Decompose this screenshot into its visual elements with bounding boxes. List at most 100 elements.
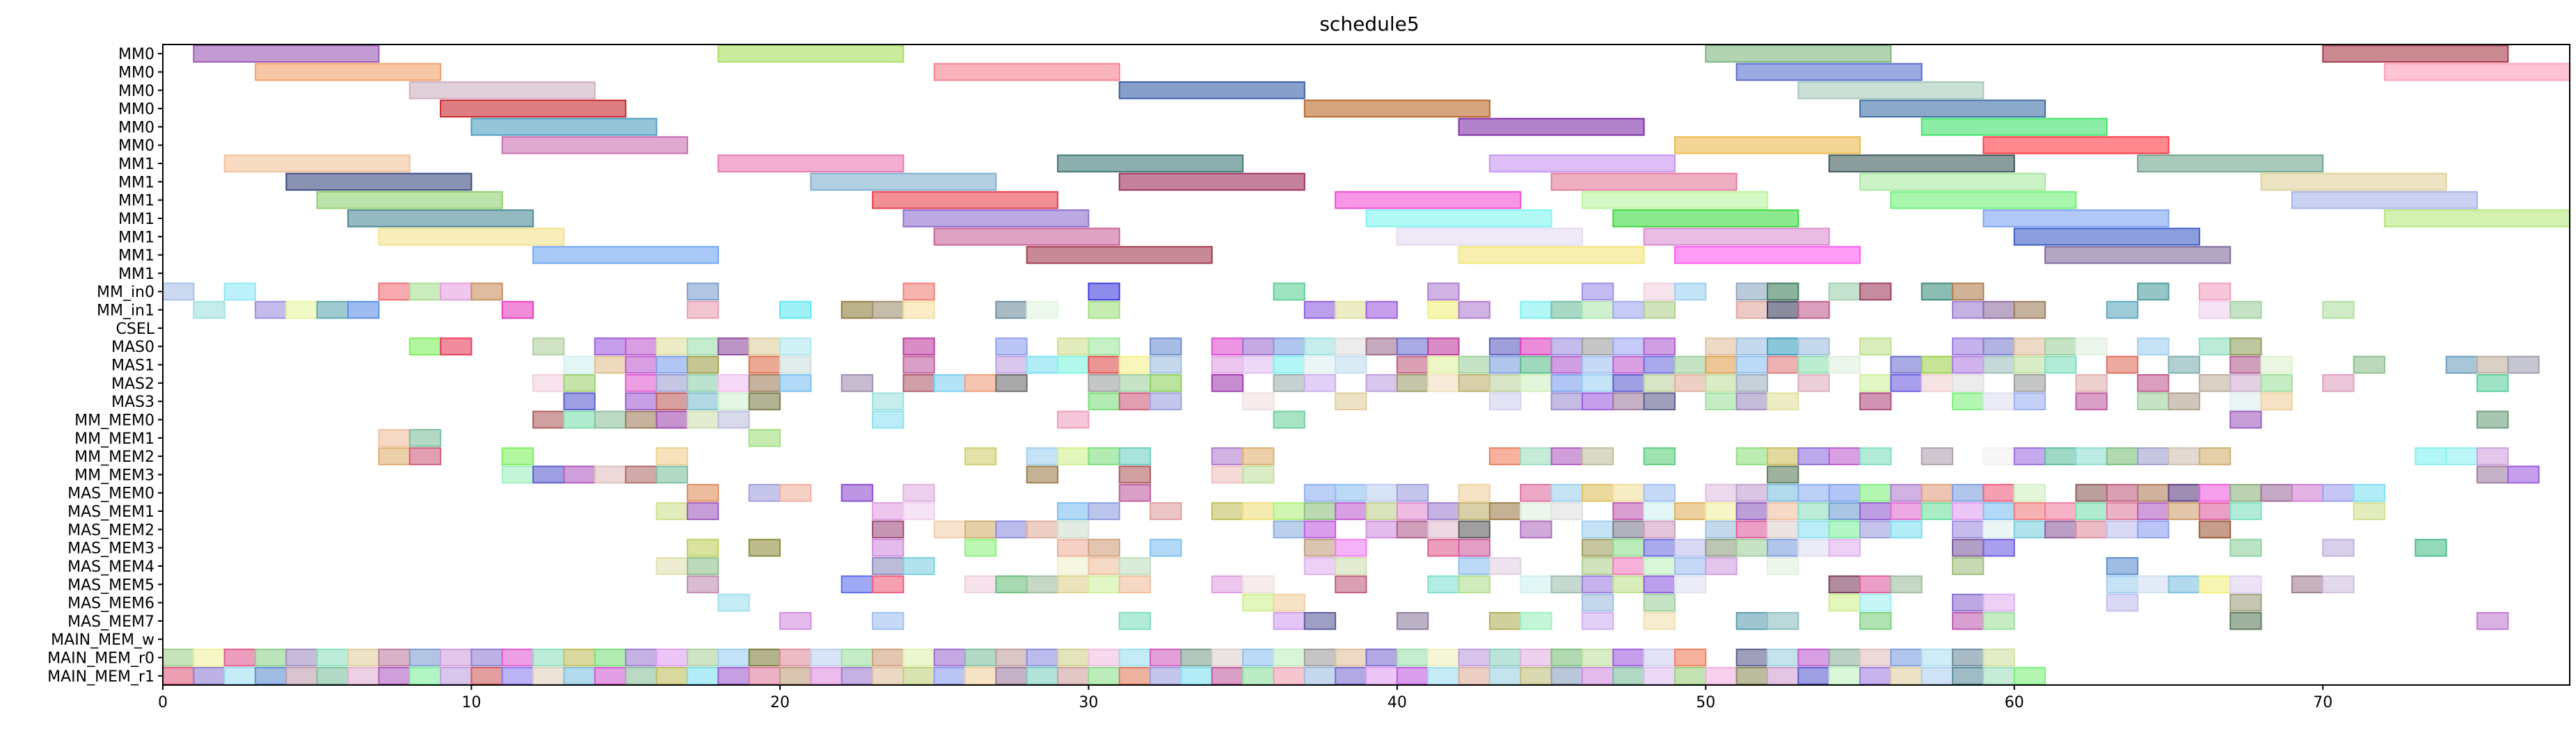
task-bar [1365,209,1552,227]
task-cell [532,410,565,429]
task-cell [1828,648,1861,667]
task-cell [625,392,658,410]
task-cell [1057,447,1090,465]
task-cell [2198,447,2232,465]
task-cell [1859,447,1892,465]
task-cell [995,300,1028,319]
task-cell [1057,520,1090,539]
task-cell [871,612,905,630]
task-cell [655,667,688,685]
task-cell [594,667,627,685]
task-cell [1581,593,1614,612]
task-cell [2168,502,2200,520]
task-cell [1118,648,1152,667]
task-cell [1550,337,1583,356]
task-cell [1921,667,1954,685]
task-cell [2013,373,2046,392]
task-cell [1952,538,1985,557]
chart-title: schedule5 [1319,13,1419,35]
task-cell [501,648,534,667]
task-bar [1643,227,1830,246]
task-cell [285,667,318,685]
task-cell [1859,575,1892,594]
task-cell [1427,538,1460,557]
task-cell [1273,667,1305,685]
task-cell [408,282,442,301]
task-cell [1982,648,2015,667]
task-bar [2322,45,2509,63]
task-cell [1488,355,1522,374]
task-cell [1458,502,1490,520]
task-bar [285,172,472,191]
task-cell [1581,557,1614,575]
task-cell [2137,282,2170,301]
task-cell [1026,667,1059,685]
task-cell [1057,538,1090,557]
task-cell [1088,667,1120,685]
task-cell [1612,483,1645,502]
task-cell [1088,557,1120,575]
task-cell [655,557,688,575]
task-cell [1057,667,1090,685]
task-cell [903,667,935,685]
task-cell [1057,410,1090,429]
task-cell [655,465,688,484]
task-cell [1488,373,1522,392]
task-cell [1365,483,1398,502]
task-bar [933,63,1120,81]
y-tick-label: MM_in1 [97,303,154,320]
task-cell [995,520,1028,539]
task-cell [1673,355,1707,374]
task-cell [1427,520,1460,539]
task-cell [1767,337,1799,356]
task-cell [1242,502,1275,520]
y-tick-label: MAS_MEM6 [67,595,154,613]
task-cell [1273,593,1305,612]
task-cell [1982,355,2015,374]
task-cell [2137,520,2170,539]
task-cell [2229,502,2262,520]
task-cell [1520,447,1552,465]
task-bar [2260,172,2447,191]
task-cell [1612,300,1645,319]
task-cell [1705,502,1738,520]
task-cell [1643,355,1676,374]
y-tick-label: MM0 [118,64,154,81]
task-cell [1088,282,1120,301]
task-cell [1581,483,1614,502]
task-cell [995,355,1028,374]
y-tick-label: MM_MEM1 [74,430,154,448]
task-cell [162,648,195,667]
task-bar [1705,45,1892,63]
task-cell [1057,648,1090,667]
task-cell [1952,520,1985,539]
task-cell [594,465,627,484]
task-cell [563,410,596,429]
task-cell [1767,612,1799,630]
task-cell [686,648,719,667]
task-cell [2476,612,2509,630]
y-tick-label: MM1 [118,211,154,228]
task-cell [933,373,966,392]
task-cell [1242,337,1275,356]
task-cell [2013,502,2046,520]
task-cell [686,667,719,685]
task-cell [1643,373,1676,392]
task-bar [470,118,658,136]
task-cell [1150,337,1182,356]
task-cell [563,667,596,685]
task-cell [1150,648,1182,667]
task-cell [1458,520,1490,539]
task-cell [2137,373,2170,392]
task-cell [871,502,905,520]
task-cell [903,282,935,301]
x-tick-label: 0 [158,694,168,711]
task-cell [470,282,503,301]
task-cell [1396,337,1429,356]
task-cell [1550,575,1583,594]
task-cell [223,648,257,667]
task-cell [285,648,318,667]
task-cell [748,355,781,374]
task-cell [594,410,627,429]
task-cell [1735,538,1768,557]
